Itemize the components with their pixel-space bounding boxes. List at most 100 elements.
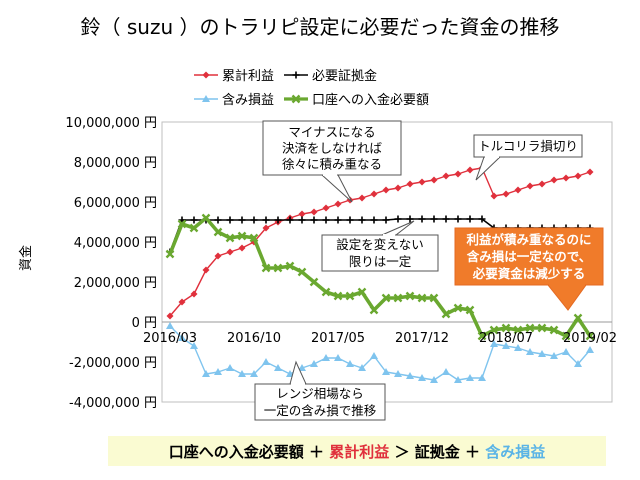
data-point (273, 263, 283, 273)
data-point (177, 219, 187, 229)
series-4 (165, 213, 595, 341)
data-point (238, 216, 246, 224)
data-point (549, 325, 559, 335)
data-point (525, 323, 535, 333)
data-point (249, 233, 259, 243)
data-point (178, 334, 186, 341)
data-point (382, 186, 390, 194)
legend-item: 含み損益 (194, 92, 274, 108)
data-point (501, 323, 511, 333)
data-point (274, 364, 282, 371)
data-point (538, 180, 546, 188)
data-point (346, 360, 354, 367)
callout-text: トルコリラ損切り (478, 139, 578, 154)
legend-label: 累計利益 (222, 68, 274, 84)
formula-part: ＞ (389, 443, 414, 461)
x-tick-label: 2018/07 (479, 331, 533, 346)
data-point (502, 190, 510, 198)
data-point (406, 215, 414, 223)
data-point (214, 368, 222, 375)
data-point (189, 223, 199, 233)
legend-item: 累計利益 (194, 68, 274, 84)
data-point (237, 231, 247, 241)
data-point (190, 342, 198, 349)
data-point (418, 215, 426, 223)
legend-marker (291, 94, 301, 104)
data-point (382, 368, 390, 375)
data-point (394, 184, 402, 192)
callout-text: 設定を変えない (336, 237, 424, 252)
y-tick-label: 8,000,000 円 (74, 156, 157, 171)
legend-label: 含み損益 (222, 92, 274, 108)
data-point (286, 216, 294, 224)
data-point (490, 192, 498, 200)
data-point (502, 342, 510, 349)
data-point (358, 364, 366, 371)
data-point (334, 216, 342, 224)
legend-label: 口座への入金必要額 (312, 92, 429, 108)
x-tick-label: 2016/03 (143, 331, 197, 346)
data-point (514, 186, 522, 194)
chart-title: 鈴（ suzu ）のトラリピ設定に必要だった資金の推移 (81, 15, 560, 39)
legend-item: 必要証拠金 (284, 68, 377, 84)
data-point (550, 352, 558, 359)
data-point (213, 227, 223, 237)
x-tick-label: 2016/10 (227, 331, 281, 346)
data-point (226, 248, 234, 256)
data-point (466, 166, 474, 174)
data-point (250, 370, 258, 377)
callout-text: 含み損は一定なので、 (466, 249, 592, 264)
data-point (586, 168, 594, 176)
data-point (358, 216, 366, 224)
formula-part: 累計利益 (329, 443, 389, 461)
data-point (250, 216, 258, 224)
data-point (406, 180, 414, 188)
data-point (478, 215, 486, 223)
data-point (274, 216, 282, 224)
data-point (514, 344, 522, 351)
data-point (225, 233, 235, 243)
data-point (310, 360, 318, 367)
data-point (537, 323, 547, 333)
data-point (201, 213, 211, 223)
data-point (310, 216, 318, 224)
data-point (322, 216, 330, 224)
data-point (214, 216, 222, 224)
data-point (526, 348, 534, 355)
data-point (321, 287, 331, 297)
data-point (369, 305, 379, 315)
data-point (418, 178, 426, 186)
data-point (418, 374, 426, 381)
data-point (381, 293, 391, 303)
data-point (526, 182, 534, 190)
data-point (466, 215, 474, 223)
data-point (442, 172, 450, 180)
data-point (261, 263, 271, 273)
callout-tail (475, 156, 502, 181)
data-point (394, 215, 402, 223)
data-point (453, 303, 463, 313)
data-point (573, 313, 583, 323)
formula-background (108, 436, 606, 466)
data-point (346, 216, 354, 224)
data-point (489, 325, 499, 335)
data-point (574, 172, 582, 180)
callout-box (473, 134, 583, 158)
callout-text: マイナスになる (288, 125, 375, 140)
legend-marker (202, 95, 210, 102)
data-point (550, 176, 558, 184)
data-point (574, 360, 582, 367)
data-point (190, 216, 198, 224)
callout-box (321, 234, 439, 272)
callout-tail (320, 174, 353, 203)
x-axis: 2016/03 2016/10 2017/05 2017/12 2018/07 2019/… (143, 331, 617, 346)
legend-marker (202, 71, 210, 79)
data-point (585, 331, 595, 341)
callout-text: 決済をしなければ (282, 141, 383, 156)
data-point (310, 208, 318, 216)
data-point (333, 291, 343, 301)
formula-part: ＋ (460, 443, 485, 461)
data-point (298, 216, 306, 224)
data-point (370, 190, 378, 198)
